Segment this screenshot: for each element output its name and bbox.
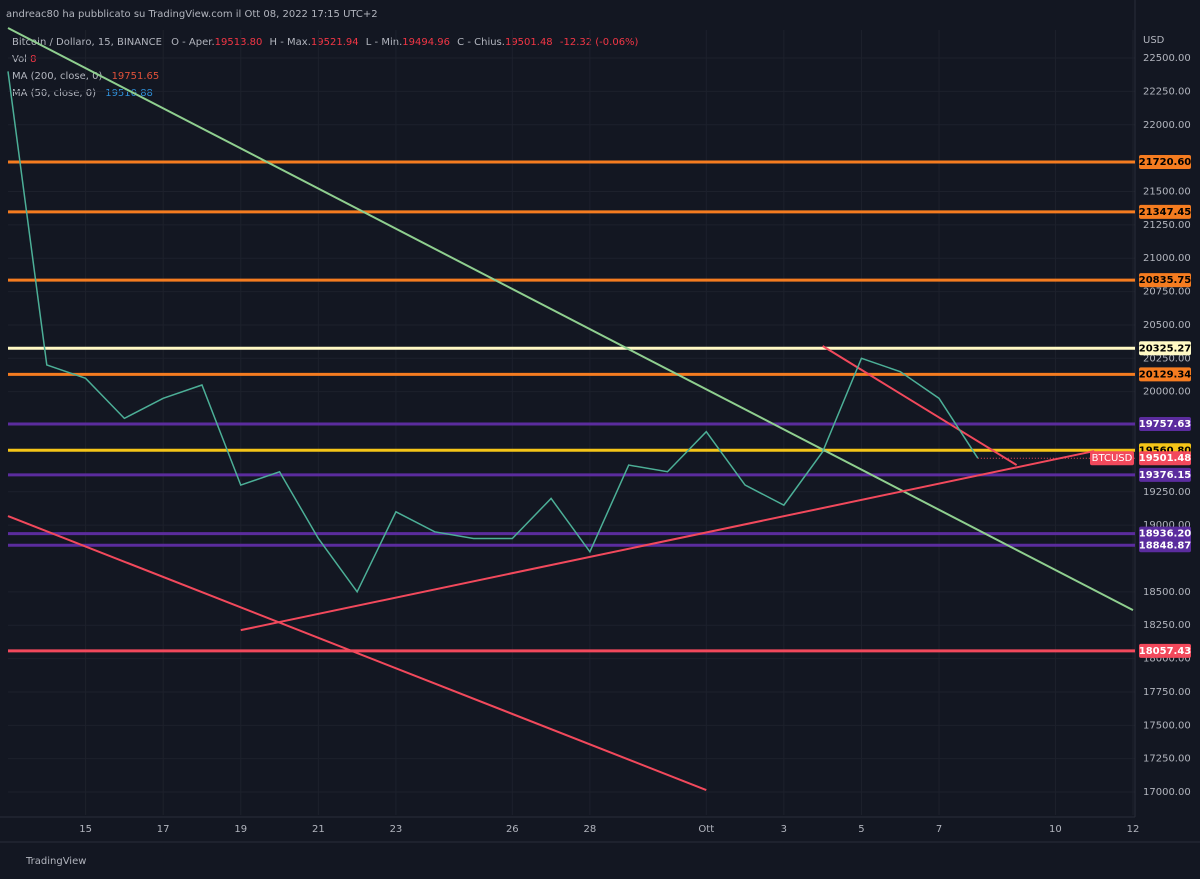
trendline (7, 27, 1134, 612)
x-tick-label: 28 (584, 824, 597, 835)
value: 19751.65 (112, 71, 160, 82)
y-tick-label: 20250.00 (1143, 353, 1191, 364)
x-tick-label: 5 (858, 824, 864, 835)
price-level-label: 20325.27 (1139, 343, 1192, 354)
x-tick-label: 3 (781, 824, 787, 835)
x-tick-label: 23 (390, 824, 403, 835)
price-level-label: 18936.20 (1139, 529, 1192, 540)
price-level-label: 19376.15 (1139, 470, 1192, 481)
legend-line: Vol 8 (12, 54, 37, 65)
trendline (7, 515, 707, 791)
value: 19501.48 (505, 37, 553, 48)
footer-brand: TradingView (25, 856, 86, 867)
y-tick-label: 17750.00 (1143, 687, 1191, 698)
y-tick-label: 20000.00 (1143, 387, 1191, 398)
y-tick-label: 20500.00 (1143, 320, 1191, 331)
legend-line: MA (50, close, 0) 19510.88 (12, 88, 153, 99)
price-level-label: 19757.63 (1139, 419, 1192, 430)
x-tick-label: 26 (506, 824, 519, 835)
x-tick-label: 7 (936, 824, 942, 835)
y-tick-label: 17000.00 (1143, 787, 1191, 798)
value: 19510.88 (105, 88, 153, 99)
x-tick-label: 15 (79, 824, 92, 835)
value: 19521.94 (311, 37, 359, 48)
x-tick-label: Ott (698, 824, 714, 835)
x-tick-label: 12 (1127, 824, 1140, 835)
label: L - Min. (366, 37, 402, 48)
price-level-tag (1139, 467, 1191, 482)
label: MA (50, close, 0) (12, 88, 96, 99)
label: H - Max. (270, 37, 311, 48)
legend-line: MA (200, close, 0) 19751.65 (12, 71, 159, 82)
y-tick-label: 19000.00 (1143, 520, 1191, 531)
price-level-label: 21720.60 (1139, 157, 1192, 168)
price-line (7, 71, 979, 594)
last-price-label: 19501.48 (1139, 453, 1192, 464)
attribution: andreac80 ha pubblicato su TradingView.c… (6, 9, 378, 20)
price-level-label: 19560.80 (1139, 445, 1192, 456)
label: Vol (12, 54, 27, 65)
legend-line: Bitcoin / Dollaro, 15, BINANCE O - Aper.… (12, 37, 639, 48)
price-level-tag (1139, 204, 1191, 219)
price-level-tag (1139, 417, 1191, 432)
price-level-label: 18057.43 (1139, 646, 1192, 657)
price-level-tag (1139, 526, 1191, 541)
series-name: BTCUSD (1092, 453, 1133, 464)
x-tick-label: 21 (312, 824, 325, 835)
y-tick-label: 18000.00 (1143, 654, 1191, 665)
price-level-tag (1139, 643, 1191, 658)
price-level-tag (1139, 155, 1191, 170)
price-level-tag (1139, 367, 1191, 382)
axis-unit: USD (1143, 35, 1165, 46)
trendline (240, 450, 1095, 632)
x-tick-label: 17 (157, 824, 170, 835)
y-tick-label: 17250.00 (1143, 754, 1191, 765)
y-tick-label: 21500.00 (1143, 186, 1191, 197)
y-tick-label: 22250.00 (1143, 86, 1191, 97)
y-tick-label: 20750.00 (1143, 287, 1191, 298)
price-level-label: 21347.45 (1139, 207, 1192, 218)
label: O - Aper. (171, 37, 215, 48)
label: C - Chius. (457, 37, 505, 48)
x-tick-label: 10 (1049, 824, 1062, 835)
x-tick-label: 19 (234, 824, 247, 835)
price-level-tag (1139, 273, 1191, 288)
y-tick-label: 22500.00 (1143, 53, 1191, 64)
value: 19513.80 (215, 37, 263, 48)
value: 19494.96 (402, 37, 450, 48)
y-tick-label: 19250.00 (1143, 487, 1191, 498)
price-level-label: 20129.34 (1139, 369, 1192, 380)
symbol: Bitcoin / Dollaro, 15, BINANCE (12, 37, 162, 48)
y-tick-label: 22000.00 (1143, 120, 1191, 131)
trendline (822, 345, 1018, 466)
y-tick-label: 21000.00 (1143, 253, 1191, 264)
y-tick-label: 17500.00 (1143, 720, 1191, 731)
price-level-tag (1139, 341, 1191, 356)
plot: 22500.00 22250.00 22000.00 21500.00 21250.00… (0, 0, 1191, 835)
change: -12.32 (-0.06%) (560, 37, 639, 48)
last-price-tag (1139, 451, 1191, 466)
price-level-label: 20835.75 (1139, 275, 1192, 286)
price-level-tag (1139, 538, 1191, 553)
y-tick-label: 18500.00 (1143, 587, 1191, 598)
y-tick-label: 18250.00 (1143, 620, 1191, 631)
price-level-label: 18848.87 (1139, 540, 1192, 551)
label: MA (200, close, 0) (12, 71, 102, 82)
series-name-tag (1090, 451, 1134, 466)
value: 8 (30, 54, 36, 65)
y-tick-label: 21250.00 (1143, 220, 1191, 231)
